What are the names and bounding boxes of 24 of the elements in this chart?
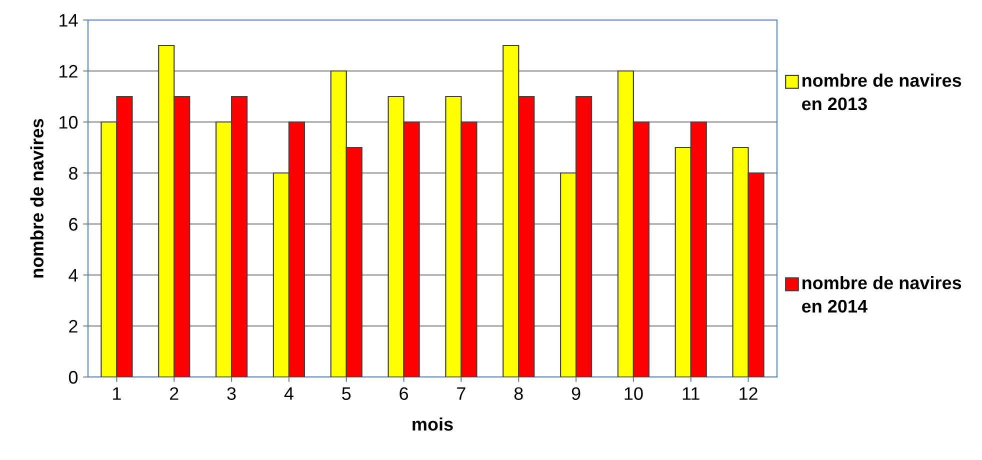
- y-tick-label: 12: [60, 64, 78, 78]
- y-tick-label: 14: [60, 14, 78, 27]
- legend-label: nombre de navires en 2013: [802, 74, 962, 110]
- x-tick-label: 11: [682, 387, 700, 400]
- x-tick-label: 5: [342, 387, 351, 400]
- x-tick-label: 9: [572, 387, 580, 400]
- x-tick-label: 12: [740, 387, 758, 400]
- y-axis-title: nombre de navires: [30, 118, 44, 278]
- y-tick-label: 10: [60, 116, 78, 129]
- y-tick-label: 0: [68, 370, 78, 384]
- x-tick-label: 8: [514, 387, 523, 400]
- y-tick-label: 6: [69, 218, 78, 231]
- x-tick-label: 7: [457, 387, 466, 400]
- y-tick-label: 2: [69, 320, 78, 333]
- y-tick-label: 8: [69, 166, 78, 180]
- x-tick-label: 1: [113, 387, 121, 400]
- x-tick-label: 10: [624, 387, 643, 400]
- x-tick-label: 6: [400, 387, 408, 400]
- x-axis-title: mois: [412, 417, 453, 431]
- x-tick-label: 4: [284, 387, 294, 400]
- y-tick-label: 4: [68, 269, 78, 282]
- legend-label: nombre de navires en 2014: [802, 276, 962, 313]
- x-tick-label: 3: [227, 387, 236, 400]
- x-tick-label: 2: [170, 387, 178, 400]
